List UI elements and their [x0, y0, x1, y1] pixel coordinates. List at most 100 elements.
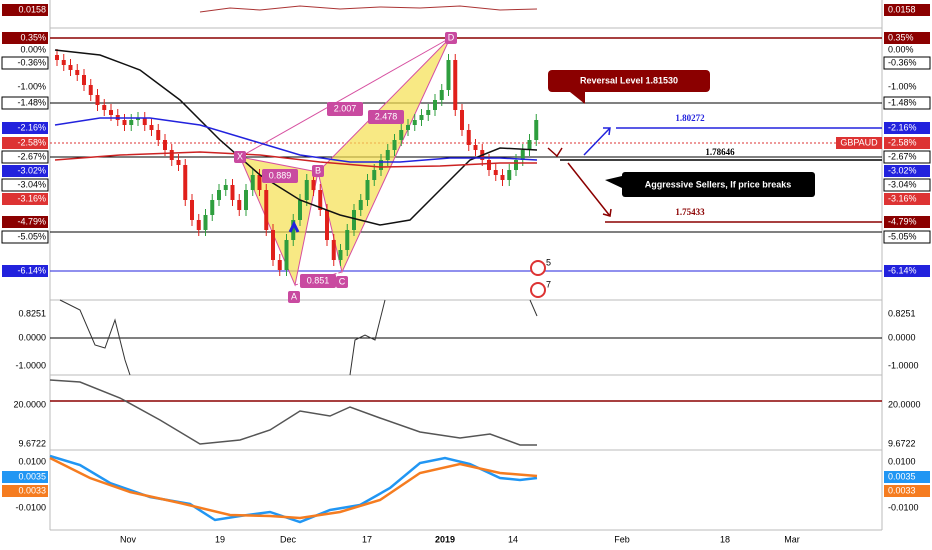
- candle-body: [284, 240, 289, 270]
- event-icon: [530, 282, 546, 298]
- candle-body: [82, 75, 86, 85]
- axis-label-bg: [884, 122, 930, 134]
- oscillator-3: [529, 299, 538, 317]
- left-axis-label: 0.0033: [18, 485, 46, 495]
- pattern-ratio: 2.007: [334, 103, 357, 113]
- axis-label-bg: [1, 150, 49, 164]
- right-axis-label: 0.0000: [888, 332, 916, 342]
- candle-body: [196, 220, 201, 230]
- candle-body: [392, 140, 397, 150]
- candle-body: [88, 85, 93, 95]
- candle-body: [507, 170, 512, 180]
- candle-body: [176, 160, 181, 165]
- candle-body: [190, 200, 194, 220]
- axis-label-bg: [884, 165, 930, 177]
- left-axis-label: 20.0000: [13, 399, 46, 409]
- x-axis-label: 17: [362, 534, 372, 544]
- axis-label-bg: [2, 471, 48, 483]
- left-axis-label: -4.79%: [17, 216, 46, 226]
- candle-body: [379, 160, 383, 170]
- candle-body: [156, 130, 161, 140]
- left-axis-label: 0.35%: [20, 32, 46, 42]
- candle-body: [61, 60, 66, 65]
- candle-body: [473, 145, 478, 150]
- x-axis-label: 18: [720, 534, 730, 544]
- axis-label-bg: [884, 4, 930, 16]
- right-axis-label: 0.35%: [888, 32, 914, 42]
- axis-label-bg: [2, 193, 48, 205]
- left-axis-label: -0.36%: [17, 57, 46, 67]
- right-axis-label: 0.8251: [888, 308, 916, 318]
- levels: [50, 37, 882, 402]
- axis-label-bg: [2, 32, 48, 44]
- pattern-point: C: [339, 276, 346, 286]
- right-axis-label: -3.02%: [888, 165, 917, 175]
- candle-body: [500, 175, 505, 180]
- macd-orange: [49, 456, 538, 520]
- axis-label-bg: [2, 137, 48, 149]
- right-axis-label: -5.05%: [888, 231, 917, 241]
- candle-body: [466, 130, 471, 145]
- candle-body: [514, 160, 518, 170]
- candle-body: [372, 170, 377, 180]
- axis-label-bg: [883, 230, 931, 244]
- sellers-box: [622, 172, 815, 197]
- axis-label-bg: [2, 265, 48, 277]
- sellers-pointer: [605, 176, 622, 188]
- candle-body: [244, 190, 248, 210]
- candle-body: [149, 125, 154, 130]
- left-axis-label: 0.00%: [20, 44, 46, 54]
- axis-label-bg: [884, 32, 930, 44]
- candle-body: [136, 118, 140, 120]
- symbol-tag: [836, 137, 882, 149]
- candle-body: [230, 185, 235, 200]
- right-axis-label: 0.0033: [888, 485, 916, 495]
- candle-body: [419, 115, 424, 120]
- oscillator-2: [349, 299, 386, 376]
- x-axis-label: Dec: [280, 534, 297, 544]
- right-axis-label: -2.67%: [888, 151, 917, 161]
- oscillator: [59, 299, 131, 376]
- candle-body: [385, 150, 390, 160]
- axis-label-bg: [884, 216, 930, 228]
- right-axis-label: 0.0158: [888, 4, 916, 14]
- pattern-ratio: 2.478: [375, 111, 398, 121]
- candle-body: [183, 165, 188, 200]
- axis-label-bg: [1, 56, 49, 70]
- candle-body: [68, 65, 73, 70]
- top-indicator: [199, 5, 538, 13]
- candle-body: [102, 105, 107, 110]
- level-low: 1.75433: [675, 207, 705, 217]
- candle-body: [453, 60, 458, 110]
- right-axis-label: -1.0000: [888, 360, 919, 370]
- axis-label-bg: [884, 485, 930, 497]
- left-axis-label: -3.02%: [17, 165, 46, 175]
- candle-body: [55, 55, 59, 60]
- candle-body: [433, 100, 437, 110]
- candle-body: [95, 95, 100, 105]
- candle-body: [250, 175, 255, 190]
- x-axis-label: Feb: [614, 534, 630, 544]
- right-axis-label: 20.0000: [888, 399, 921, 409]
- candle-body: [318, 190, 323, 210]
- axis-label-bg: [1, 178, 49, 192]
- axis-label-bg: [1, 230, 49, 244]
- left-axis-label: -3.04%: [17, 179, 46, 189]
- pattern-point-bg: [445, 32, 457, 44]
- candle-body: [487, 160, 491, 170]
- candle-body: [237, 200, 242, 210]
- candles: [55, 49, 539, 276]
- left-axis-label: -2.67%: [17, 151, 46, 161]
- candle-body: [210, 200, 215, 215]
- left-axis-label: 0.0035: [18, 471, 46, 481]
- candle-body: [217, 190, 221, 200]
- axis-label-bg: [884, 265, 930, 277]
- ratio-bg: [300, 274, 336, 288]
- left-axis-label: -2.58%: [17, 137, 46, 147]
- sellers-label: Aggressive Sellers, If price breaks: [645, 179, 792, 189]
- left-axis-label: -2.16%: [17, 122, 46, 132]
- pattern-point: D: [448, 32, 455, 42]
- candle-body: [365, 180, 370, 200]
